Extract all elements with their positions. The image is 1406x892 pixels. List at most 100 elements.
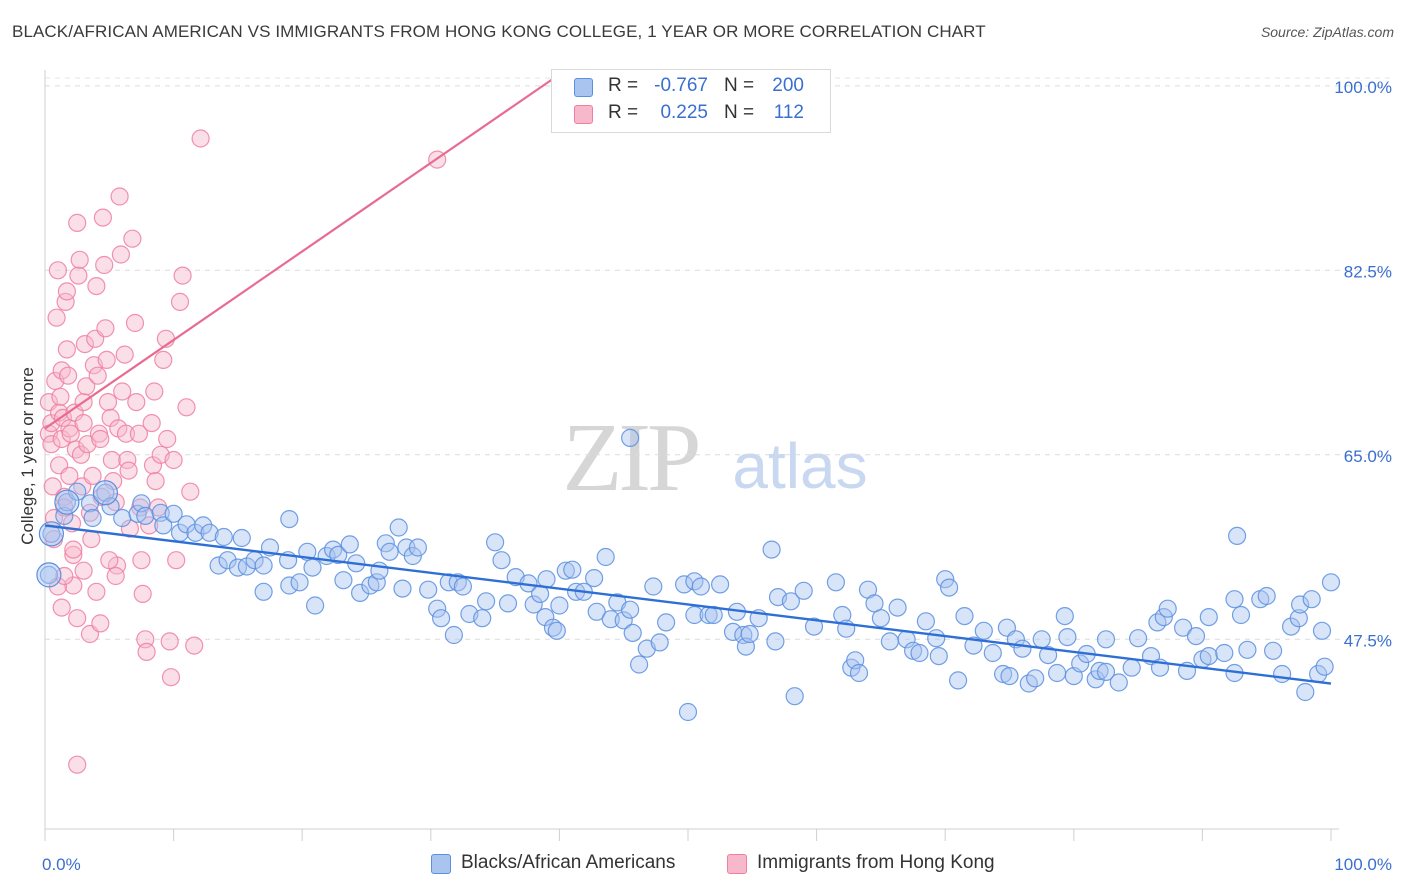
blue-point	[36, 562, 62, 588]
pink-point	[125, 313, 145, 333]
pink-point	[177, 398, 196, 417]
pink-point	[185, 636, 204, 655]
blue-point	[927, 629, 946, 648]
blue-point	[547, 621, 566, 640]
pink-point	[181, 482, 200, 501]
blue-point	[781, 592, 801, 611]
blue-point	[367, 573, 386, 592]
blue-point	[929, 646, 948, 666]
legend-r-label: R =	[608, 102, 639, 123]
blue-point	[524, 595, 543, 614]
pink-point	[57, 340, 77, 359]
blue-point	[584, 568, 604, 588]
blue-point	[1090, 661, 1109, 681]
blue-point	[1199, 646, 1218, 666]
blue-point	[334, 571, 353, 590]
pink-point	[68, 609, 87, 628]
blue-point	[351, 583, 370, 603]
pink-point	[48, 261, 68, 280]
blue-point	[444, 625, 463, 645]
blue-point	[428, 599, 447, 618]
y-axis-label: College, 1 year or more	[18, 367, 37, 545]
blue-point	[1296, 682, 1315, 702]
blue-point	[1026, 669, 1045, 688]
pink-point	[58, 366, 78, 385]
legend-n-label: N =	[724, 75, 755, 96]
blue-point	[1047, 663, 1067, 683]
blue-point	[393, 579, 412, 598]
pink-point	[116, 424, 136, 443]
blue-point	[1122, 658, 1141, 677]
blue-point	[376, 534, 395, 553]
pink-point	[47, 308, 66, 327]
watermark: ZIP atlas	[563, 404, 868, 512]
blue-point	[1225, 590, 1244, 609]
pink-point	[70, 250, 89, 269]
blue-point	[948, 671, 968, 690]
blue-point	[1227, 526, 1247, 546]
blue-point	[794, 581, 813, 600]
blue-point	[1238, 640, 1257, 659]
y-tick-label: 47.5%	[1344, 631, 1392, 650]
pink-point	[42, 435, 61, 454]
blue-point	[1173, 618, 1193, 637]
pink-point	[113, 382, 132, 401]
blue-point	[620, 600, 640, 619]
blue-point	[1312, 621, 1332, 640]
blue-point	[623, 623, 642, 643]
blue-point	[280, 576, 299, 595]
pink-point	[167, 551, 186, 570]
blue-point	[587, 602, 606, 621]
x-tick-label: 0.0%	[42, 855, 81, 874]
blue-point	[80, 494, 100, 513]
blue-point	[1000, 666, 1019, 686]
pink-point	[75, 335, 95, 354]
blue-point	[656, 613, 676, 632]
blue-point	[303, 558, 322, 577]
blue-point	[1302, 590, 1321, 609]
trend-line-pink	[44, 69, 567, 430]
pink-point	[68, 755, 87, 774]
blue-point	[762, 540, 781, 559]
pink-point	[137, 642, 156, 662]
blue-point	[955, 606, 974, 626]
blue-point	[154, 516, 173, 535]
pink-point	[115, 345, 134, 364]
pink-point	[145, 382, 164, 401]
pink-point	[66, 440, 86, 459]
y-tick-label: 82.5%	[1344, 262, 1392, 281]
blue-point	[209, 556, 228, 575]
blue-point	[888, 598, 907, 617]
pink-point	[164, 450, 183, 470]
blue-point	[101, 497, 120, 516]
blue-point	[1013, 639, 1032, 658]
watermark-zip: ZIP	[563, 404, 698, 512]
blue-point	[644, 577, 663, 596]
blue-point	[329, 545, 348, 565]
blue-point	[380, 542, 399, 561]
blue-point	[254, 582, 273, 601]
blue-point	[1096, 630, 1116, 649]
blue-point	[1290, 595, 1310, 614]
blue-point	[826, 573, 846, 592]
blue-point	[691, 577, 711, 596]
pink-point	[133, 584, 152, 604]
legend-label-hong-kong: Immigrants from Hong Kong	[757, 852, 995, 873]
source-label: Source: ZipAtlas.com	[1260, 24, 1394, 40]
pink-point	[173, 266, 192, 285]
legend-r-label: R =	[608, 75, 639, 96]
pink-point	[161, 668, 181, 687]
legend-swatch-pink	[727, 854, 747, 874]
legend-swatch-blue	[574, 78, 593, 97]
blue-point	[136, 506, 155, 526]
blue-point	[68, 482, 87, 501]
legend-row-pink: R = 0.225 N = 112	[552, 101, 830, 127]
blue-point	[550, 596, 569, 615]
blue-point	[340, 535, 359, 554]
blue-point	[734, 625, 753, 645]
stats-legend: R = -0.767 N = 200 R = 0.225 N = 112	[551, 69, 831, 133]
blue-point	[473, 609, 492, 628]
blue-point	[620, 428, 640, 447]
blue-point	[486, 533, 505, 552]
